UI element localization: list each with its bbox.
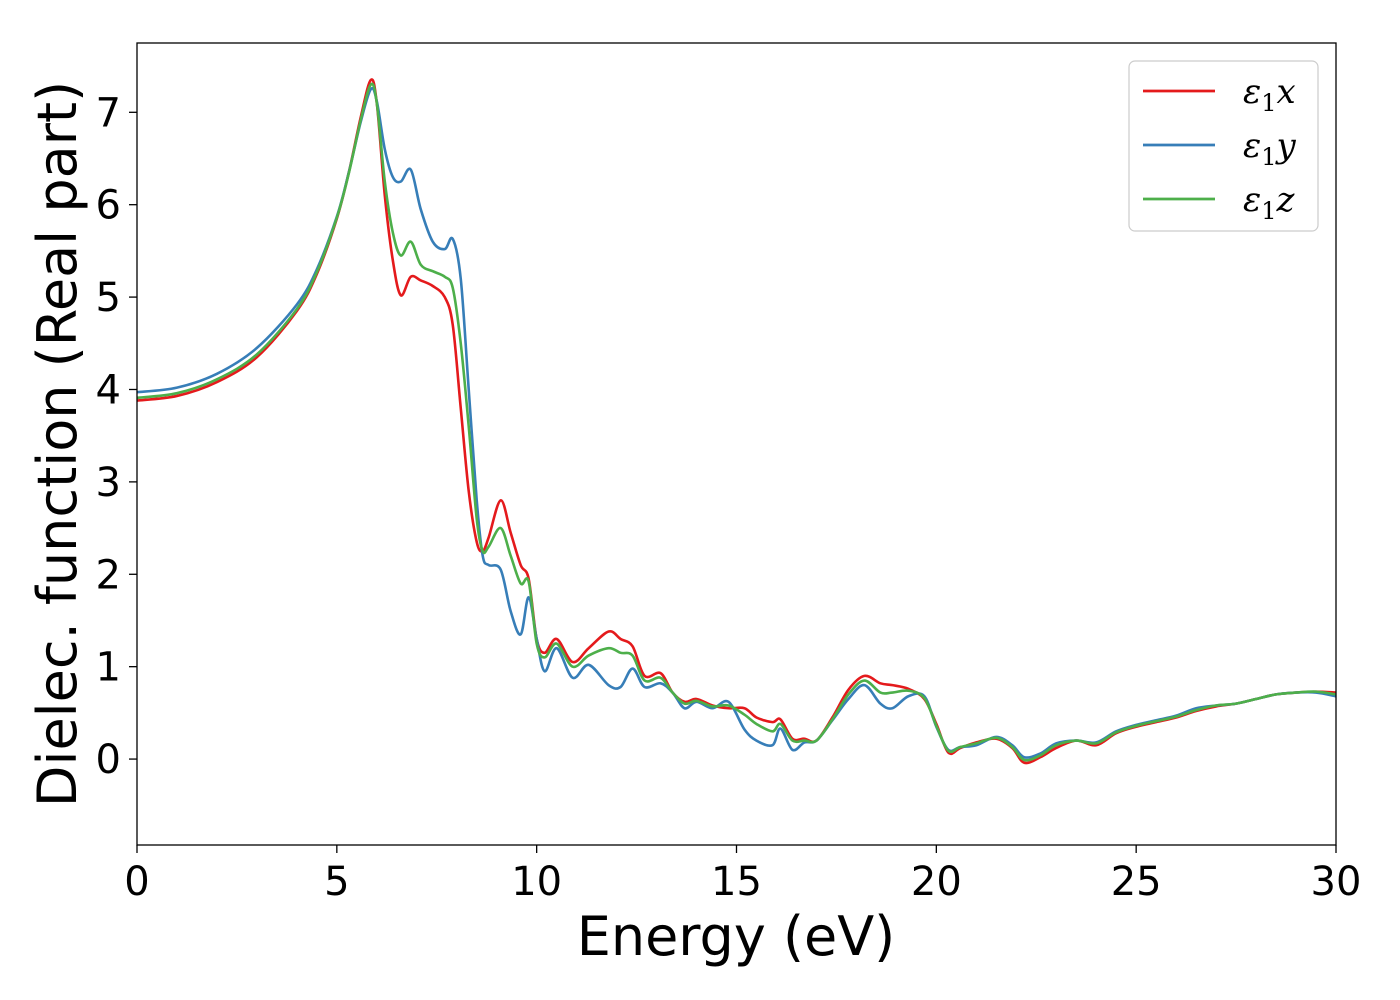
y-tick-label: 0 xyxy=(96,737,121,783)
legend-box xyxy=(1128,60,1319,232)
x-axis-ticks: 0 5 10 15 20 25 30 xyxy=(124,845,1361,905)
x-axis-label: Energy (eV) xyxy=(577,905,896,968)
x-tick-label: 20 xyxy=(911,859,962,905)
y-tick-label: 4 xyxy=(96,367,121,413)
y-tick-label: 7 xyxy=(96,90,121,136)
series-line-z xyxy=(137,82,1336,762)
y-tick-label: 6 xyxy=(96,183,121,229)
x-tick-label: 30 xyxy=(1311,859,1362,905)
x-tick-label: 25 xyxy=(1111,859,1162,905)
legend-label-x: ε1x xyxy=(1243,72,1296,117)
x-tick-label: 5 xyxy=(324,859,349,905)
y-tick-label: 5 xyxy=(96,275,121,321)
legend-entries: ε1x ε1y ε1z xyxy=(1143,72,1297,225)
y-axis-ticks: 0 1 2 3 4 5 6 7 xyxy=(96,90,137,783)
legend: ε1x ε1y ε1z xyxy=(1128,60,1319,232)
legend-label-z: ε1z xyxy=(1243,180,1296,225)
legend-label-y: ε1y xyxy=(1243,126,1297,171)
x-tick-label: 10 xyxy=(511,859,562,905)
y-tick-label: 1 xyxy=(96,645,121,691)
series-layer xyxy=(137,78,1336,765)
y-tick-label: 3 xyxy=(96,460,121,506)
x-tick-label: 15 xyxy=(711,859,762,905)
y-tick-label: 2 xyxy=(96,552,121,598)
y-axis-label: Dielec. function (Real part) xyxy=(26,81,89,807)
x-tick-label: 0 xyxy=(124,859,149,905)
